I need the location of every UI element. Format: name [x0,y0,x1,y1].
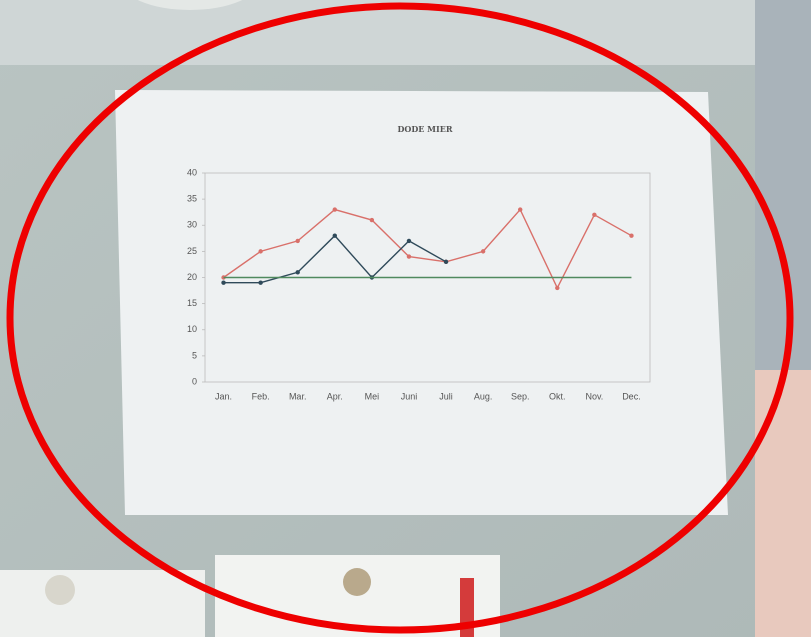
chart-paper [115,90,728,515]
y-tick-label: 30 [187,220,197,230]
point [481,249,485,253]
x-tick-label: Okt. [549,391,566,401]
point [555,286,559,290]
x-tick-label: Jan. [215,391,232,401]
window [755,0,811,370]
photo: DODE MIER 0 5 10 15 20 25 30 35 40 Jan. Feb. Mar. Ap… [0,0,811,637]
point [407,239,411,243]
y-tick-label: 35 [187,194,197,204]
x-tick-label: Dec. [622,391,641,401]
x-tick-label: Sep. [511,391,530,401]
point [221,281,225,285]
point [444,260,448,264]
y-tick-label: 25 [187,246,197,256]
magnet [343,568,371,596]
y-tick-label: 0 [192,376,197,386]
x-tick-label: Mar. [289,391,307,401]
point [296,239,300,243]
y-tick-label: 40 [187,167,197,177]
point [370,218,374,222]
magnet [45,575,75,605]
note-paper [0,570,205,637]
y-tick-label: 5 [192,350,197,360]
y-tick-label: 15 [187,298,197,308]
point [629,234,633,238]
point [407,254,411,258]
x-tick-label: Apr. [327,391,343,401]
x-tick-label: Nov. [585,391,603,401]
x-tick-label: Juli [439,391,453,401]
chart-title: DODE MIER [397,124,452,134]
point [296,270,300,274]
point [258,249,262,253]
x-tick-label: Aug. [474,391,493,401]
point [258,281,262,285]
x-tick-label: Juni [401,391,418,401]
point [592,213,596,217]
x-tick-label: Mei [365,391,380,401]
point [333,234,337,238]
x-tick-label: Feb. [252,391,270,401]
point [333,207,337,211]
y-tick-label: 10 [187,324,197,334]
point [518,207,522,211]
door [755,370,811,637]
wall [0,0,811,65]
y-tick-label: 20 [187,272,197,282]
